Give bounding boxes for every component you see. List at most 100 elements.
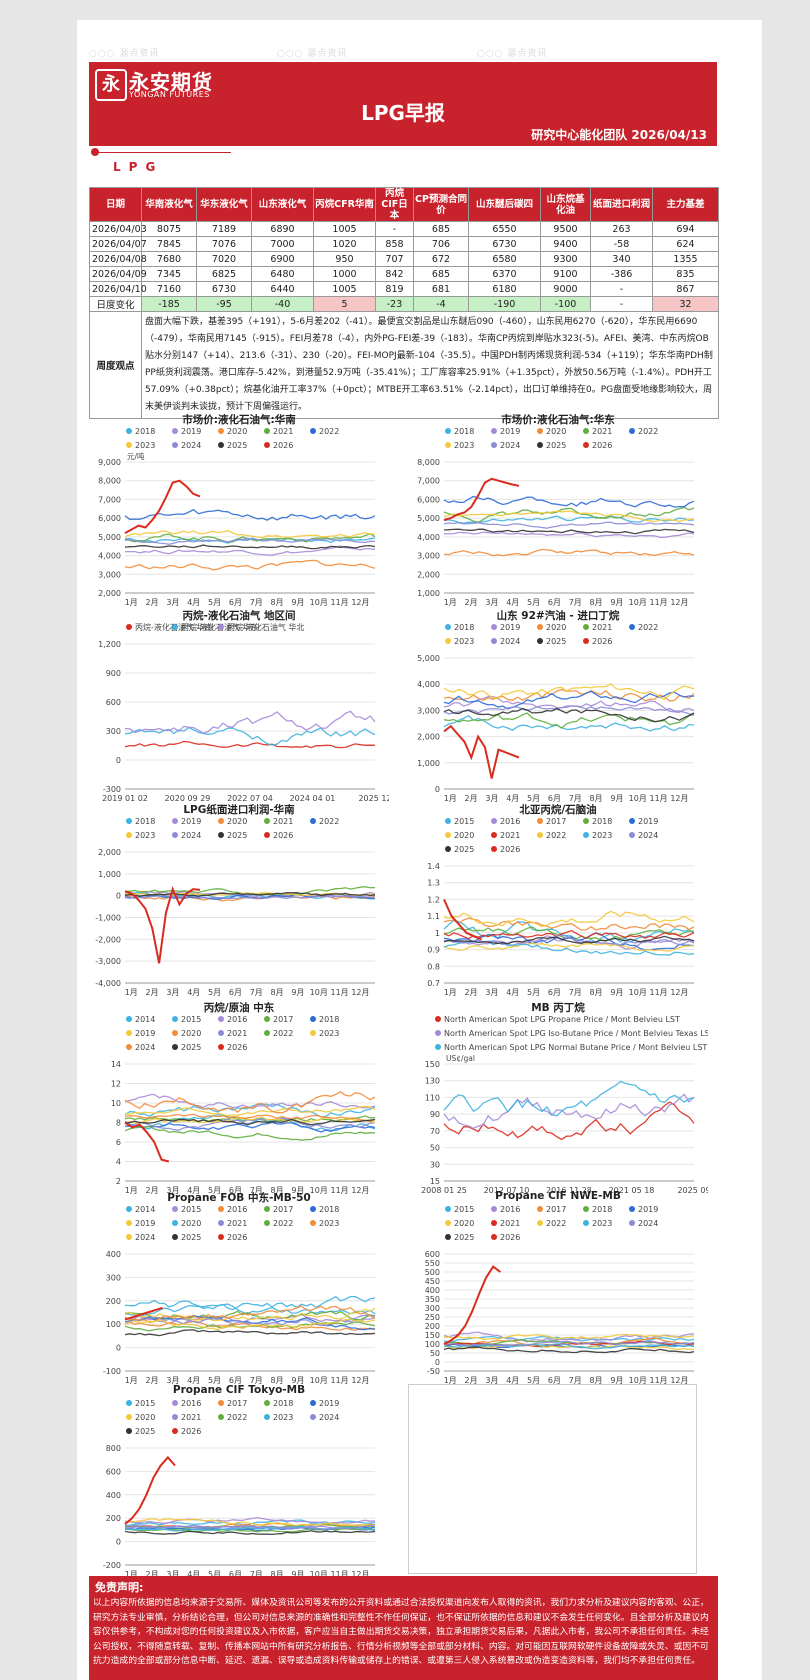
legend-marker: [445, 846, 451, 852]
report-title: LPG早报: [361, 101, 445, 125]
legend-label: 2017: [546, 817, 566, 826]
legend-marker: [218, 1400, 224, 1406]
legend-label: 2025: [181, 1043, 201, 1052]
series-line: [124, 1455, 176, 1525]
legend-label: 2020: [181, 1029, 201, 1038]
y-tick-label: 600: [106, 1467, 121, 1476]
legend-label: 2019: [500, 623, 520, 632]
legend-marker: [218, 1234, 224, 1240]
table-cell: 819: [375, 281, 414, 297]
series-line: [443, 898, 482, 941]
legend-marker: [218, 1044, 224, 1050]
table-cell: 7076: [196, 236, 252, 252]
table-cell: 9300: [540, 251, 591, 267]
chart-panel: 市场价:液化石油气:华南 2018 2019 2020 2021 2022 2023 2024…: [89, 412, 389, 617]
legend-marker: [491, 1206, 497, 1212]
legend-marker: [310, 1206, 316, 1212]
x-tick-label: 10月: [310, 1376, 328, 1385]
legend-label: 2021: [500, 1219, 520, 1228]
column-header: 华南液化气: [141, 187, 197, 222]
x-tick-label: 5月: [208, 1570, 221, 1579]
y-tick-label: 3,000: [98, 570, 121, 579]
y-tick-label: 450: [425, 1277, 440, 1286]
y-tick-label: 550: [425, 1259, 440, 1268]
x-tick-label: 7月: [250, 1376, 263, 1385]
legend-label: 2024: [181, 831, 201, 840]
column-header: 山东液化气: [251, 187, 314, 222]
y-tick-label: 7,000: [417, 477, 440, 486]
legend-marker: [629, 832, 635, 838]
legend-marker: [172, 1030, 178, 1036]
x-tick-label: 4月: [187, 598, 200, 607]
y-tick-label: 30: [430, 1160, 440, 1169]
legend-marker: [445, 638, 451, 644]
legend-marker: [126, 1206, 132, 1212]
x-tick-label: 9月: [291, 1570, 304, 1579]
legend-label: 2024: [638, 1219, 658, 1228]
x-tick-label: 9月: [610, 988, 623, 997]
x-tick-label: 6月: [229, 988, 242, 997]
legend-label: 2020: [227, 427, 247, 436]
x-tick-label: 2016 11 28: [546, 1186, 592, 1195]
series-line: [443, 688, 695, 702]
series-line: [443, 690, 695, 710]
series-line: [124, 1314, 376, 1331]
series-line: [124, 508, 376, 521]
series-line: [124, 1121, 170, 1163]
x-tick-label: 11月: [649, 598, 667, 607]
y-tick-label: 3,000: [417, 706, 440, 715]
x-tick-label: 6月: [548, 598, 561, 607]
chart-svg: 2015 2016 2017 2018 2019 2020 2021 2022 2023 2024…: [427, 817, 695, 997]
table-cell: 672: [413, 251, 469, 267]
chart-svg: 2018 2019 2020 2021 2022 2023 2024 2025 2026 -4,0…: [95, 817, 376, 997]
series-line: [124, 1103, 376, 1118]
y-tick-label: 1.1: [427, 912, 440, 921]
legend-label: 2018: [592, 1205, 612, 1214]
x-tick-label: 7月: [250, 1186, 263, 1195]
y-tick-label: 5,000: [417, 514, 440, 523]
x-tick-label: 11月: [649, 988, 667, 997]
x-tick-label: 2012 07 10: [484, 1186, 530, 1195]
legend-label: 2025: [454, 845, 474, 854]
legend-label: 2018: [135, 427, 155, 436]
x-tick-label: 4月: [506, 794, 519, 803]
legend-marker: [172, 442, 178, 448]
y-tick-label: 250: [425, 1313, 440, 1322]
legend-label: 2014: [135, 1205, 155, 1214]
table-row: 2026/04/08 7680 7020 6900 950 707 672 6580 9300 3…: [89, 251, 719, 267]
x-tick-label: 10月: [629, 988, 647, 997]
table-cell: 6730: [196, 281, 252, 297]
x-tick-label: 5月: [527, 988, 540, 997]
legend-label: 2023: [592, 831, 612, 840]
legend-marker: [537, 442, 543, 448]
series-line: [124, 891, 376, 897]
legend-marker: [537, 818, 543, 824]
legend-marker: [126, 442, 132, 448]
series-line: [443, 707, 695, 723]
column-header: 华东液化气: [196, 187, 252, 222]
table-cell: 867: [652, 281, 719, 297]
y-tick-label: -1,000: [95, 914, 121, 923]
x-tick-label: 9月: [291, 1186, 304, 1195]
series-line: [443, 712, 695, 729]
x-tick-label: 11月: [649, 1376, 667, 1385]
series-line: [443, 1333, 695, 1340]
y-tick-label: 2,000: [417, 570, 440, 579]
table-cell: 624: [652, 236, 719, 252]
y-tick-label: 2,000: [98, 589, 121, 598]
x-tick-label: 4月: [506, 988, 519, 997]
table-cell: 1000: [313, 266, 376, 282]
x-tick-label: 2020 09 29: [165, 794, 211, 803]
legend-label: 2020: [181, 1219, 201, 1228]
x-tick-label: 6月: [229, 598, 242, 607]
legend-label: 2021: [181, 1413, 201, 1422]
x-tick-label: 12月: [351, 1186, 369, 1195]
series-line: [443, 521, 695, 529]
y-tick-label: 9,000: [98, 458, 121, 467]
x-tick-label: 3月: [485, 794, 498, 803]
series-line: [443, 1343, 695, 1350]
x-tick-label: 8月: [590, 598, 603, 607]
x-tick-label: 1月: [125, 598, 138, 607]
chart-panel: 北亚丙烷/石脑油 2015 2016 2017 2018 2019 2020 2021 2022…: [408, 802, 708, 1007]
legend-marker: [218, 832, 224, 838]
